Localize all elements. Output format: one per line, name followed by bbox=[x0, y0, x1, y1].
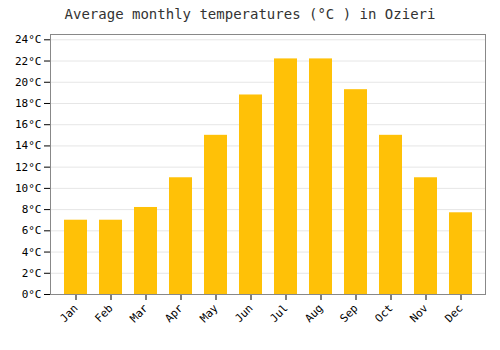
svg-text:Jun: Jun bbox=[232, 302, 255, 325]
svg-text:20°C: 20°C bbox=[15, 76, 42, 89]
svg-text:May: May bbox=[197, 301, 221, 325]
svg-text:Jul: Jul bbox=[267, 302, 290, 325]
svg-text:10°C: 10°C bbox=[15, 182, 42, 195]
svg-text:14°C: 14°C bbox=[15, 139, 42, 152]
svg-text:4°C: 4°C bbox=[22, 246, 42, 259]
svg-text:0°C: 0°C bbox=[22, 288, 42, 301]
html-text:Average monthly temperatures (: Average monthly temperatures (°C ) in Oz… bbox=[64, 6, 436, 22]
svg-text:Jan: Jan bbox=[57, 302, 80, 325]
svg-text:Nov: Nov bbox=[407, 301, 431, 325]
svg-text:8°C: 8°C bbox=[22, 203, 42, 216]
svg-text:Mar: Mar bbox=[127, 301, 151, 325]
svg-text:Sep: Sep bbox=[337, 302, 360, 325]
svg-text:24°C: 24°C bbox=[15, 33, 42, 46]
svg-text:Aug: Aug bbox=[302, 302, 325, 325]
svg-text:Apr: Apr bbox=[162, 301, 186, 325]
svg-text:18°C: 18°C bbox=[15, 97, 42, 110]
svg-text:16°C: 16°C bbox=[15, 118, 42, 131]
svg-text:12°C: 12°C bbox=[15, 161, 42, 174]
svg-text:Feb: Feb bbox=[92, 302, 115, 325]
svg-text:Oct: Oct bbox=[372, 302, 395, 325]
svg-text:22°C: 22°C bbox=[15, 55, 42, 68]
svg-text:6°C: 6°C bbox=[22, 224, 42, 237]
svg-text:2°C: 2°C bbox=[22, 267, 42, 280]
svg-text:Dec: Dec bbox=[442, 302, 465, 325]
